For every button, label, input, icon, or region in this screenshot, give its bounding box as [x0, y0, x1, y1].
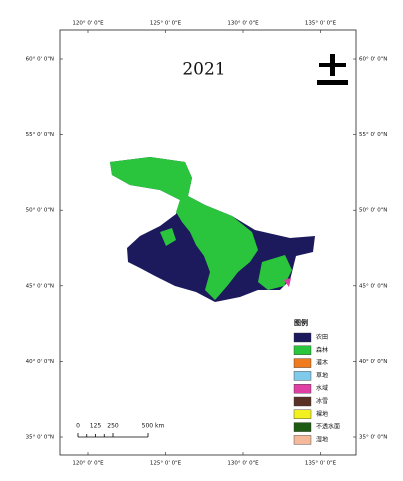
legend-title: 图例 — [294, 318, 308, 327]
legend-label: 农田 — [316, 333, 328, 341]
lon-label: 130° 0' 0"E — [227, 21, 259, 27]
scale-label: 250 — [107, 423, 119, 430]
scale-label: 0 — [76, 423, 80, 430]
lon-label: 125° 0' 0"E — [150, 461, 182, 467]
lat-label: 55° 0' 0"N — [26, 132, 54, 138]
scale-label: 125 — [90, 423, 102, 430]
lat-label: 55° 0' 0"N — [359, 132, 387, 138]
legend-label: 冰雪 — [316, 397, 328, 405]
lon-label: 120° 0' 0"E — [72, 21, 104, 27]
lat-label: 50° 0' 0"N — [26, 208, 54, 214]
lat-label: 50° 0' 0"N — [359, 208, 387, 214]
lat-label: 60° 0' 0"N — [26, 57, 54, 63]
legend-label: 水域 — [316, 384, 328, 392]
region-forest — [160, 228, 176, 246]
legend-swatch — [293, 371, 312, 381]
legend-swatch — [293, 422, 312, 432]
legend-swatch — [293, 358, 312, 368]
region-forest — [110, 157, 258, 300]
legend-label: 裸地 — [316, 410, 328, 418]
lat-label: 35° 0' 0"N — [26, 435, 54, 441]
north-arrow — [317, 54, 348, 85]
legend-swatch — [293, 396, 312, 407]
legend-swatch — [293, 435, 312, 445]
lon-label: 120° 0' 0"E — [72, 461, 104, 467]
legend-swatch — [293, 345, 312, 355]
legend-label: 森林 — [316, 346, 328, 354]
lat-label: 45° 0' 0"N — [26, 283, 54, 289]
lat-label: 40° 0' 0"N — [359, 359, 387, 365]
legend-label: 湿地 — [316, 435, 328, 443]
lat-label: 60° 0' 0"N — [359, 57, 387, 63]
lon-label: 130° 0' 0"E — [227, 461, 259, 467]
legend-label: 草地 — [316, 371, 328, 379]
legend-swatch — [293, 384, 312, 394]
map-title: 2021 — [182, 60, 225, 80]
scale-label: 500 km — [142, 423, 165, 430]
legend-label: 不透水面 — [316, 423, 340, 431]
lat-label: 40° 0' 0"N — [26, 359, 54, 365]
region-forest — [258, 255, 292, 290]
lat-label: 45° 0' 0"N — [359, 283, 387, 289]
lon-label: 135° 0' 0"E — [305, 461, 337, 467]
lon-label: 135° 0' 0"E — [305, 21, 337, 27]
lat-label: 35° 0' 0"N — [359, 435, 387, 441]
scale-bar — [77, 433, 149, 438]
lon-label: 125° 0' 0"E — [150, 21, 182, 27]
legend-swatch — [293, 332, 312, 343]
legend-swatch — [293, 409, 312, 419]
region-water — [284, 278, 291, 287]
legend-label: 灌木 — [316, 359, 328, 367]
